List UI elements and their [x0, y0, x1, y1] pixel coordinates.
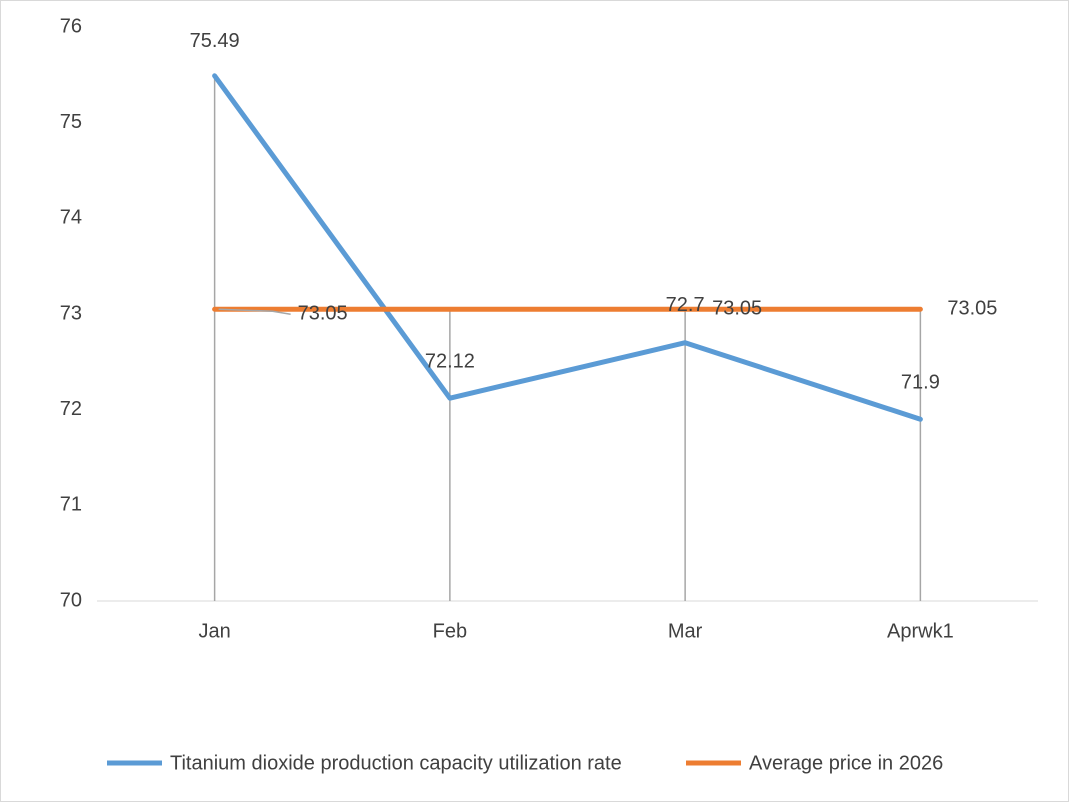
- data-label: 73.05: [712, 297, 762, 319]
- y-tick-label: 71: [60, 494, 82, 516]
- y-tick-label: 74: [60, 207, 82, 229]
- data-label: 73.05: [298, 302, 348, 324]
- x-tick-label: Feb: [433, 620, 467, 642]
- legend-label: Average price in 2026: [749, 752, 943, 774]
- data-label: 71.9: [901, 372, 940, 394]
- legend-label: Titanium dioxide production capacity uti…: [170, 752, 622, 774]
- leader-line: [218, 308, 291, 315]
- y-tick-label: 75: [60, 111, 82, 133]
- y-tick-label: 76: [60, 15, 82, 37]
- data-label: 72.7: [666, 294, 705, 316]
- y-tick-label: 72: [60, 398, 82, 420]
- y-tick-label: 73: [60, 302, 82, 324]
- x-tick-label: Aprwk1: [887, 620, 954, 642]
- data-label: 73.05: [947, 297, 997, 319]
- data-label: 75.49: [190, 30, 240, 52]
- y-tick-label: 70: [60, 589, 82, 611]
- series-line: [212, 73, 923, 422]
- data-label: 72.12: [425, 350, 475, 372]
- x-tick-label: Mar: [668, 620, 703, 642]
- x-tick-label: Jan: [199, 620, 231, 642]
